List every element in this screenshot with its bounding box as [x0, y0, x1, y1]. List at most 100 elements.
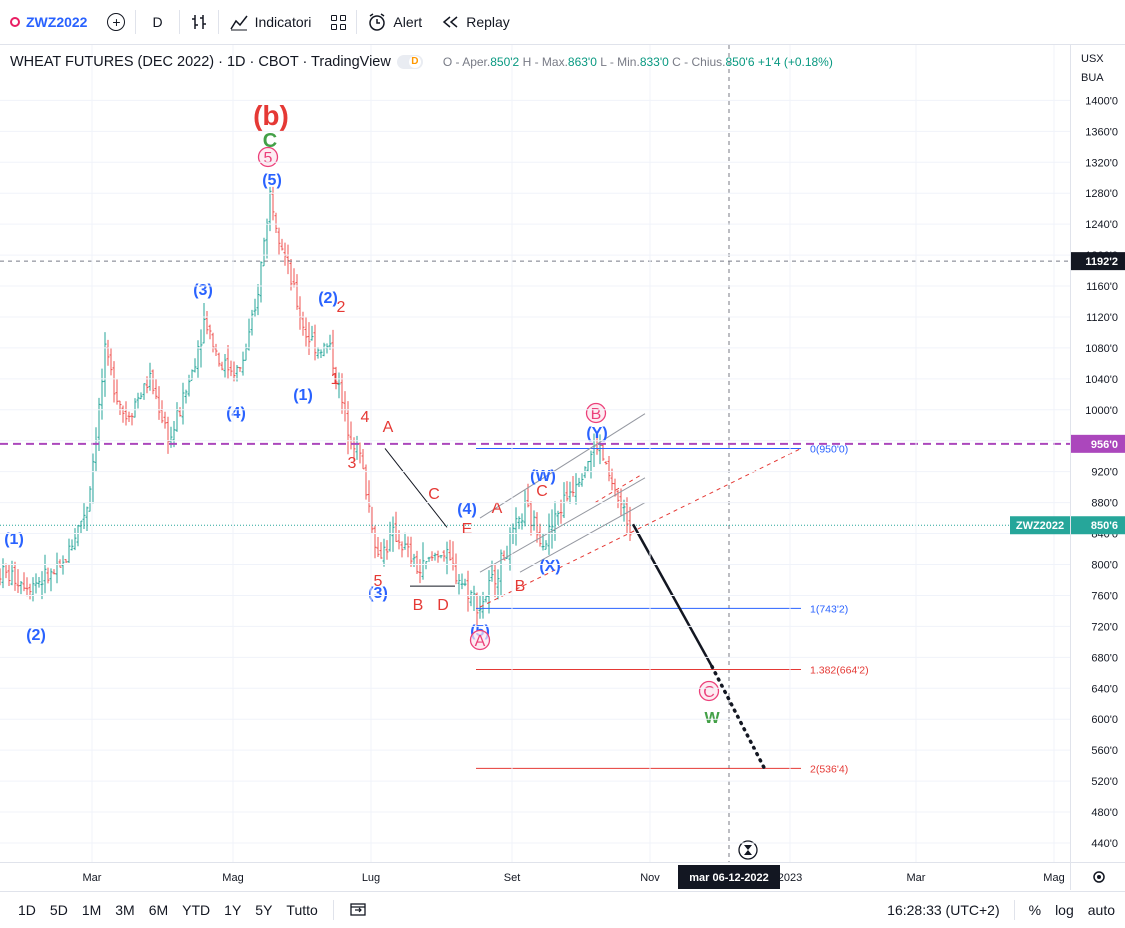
price-tick: 920'0	[1091, 467, 1118, 479]
candle	[22, 572, 26, 592]
templates-button[interactable]	[321, 0, 356, 44]
candle	[208, 324, 212, 340]
price-axis[interactable]: USXBUA1400'01360'01320'01280'01240'01200…	[1070, 45, 1125, 890]
candle	[79, 520, 83, 534]
candle	[184, 389, 188, 404]
clock-timezone[interactable]: 16:28:33 (UTC+2)	[887, 902, 1000, 918]
wave-label-text: (b)	[253, 100, 289, 131]
price-tick: 1240'0	[1085, 219, 1118, 231]
candle	[250, 309, 254, 336]
candle	[439, 555, 443, 559]
range-button-1d[interactable]: 1D	[18, 902, 36, 918]
range-button-6m[interactable]: 6M	[148, 902, 169, 918]
candle	[34, 573, 38, 594]
candle	[160, 400, 164, 424]
candle	[136, 392, 140, 409]
fib-level-label: 0(950'0)	[810, 443, 848, 455]
goto-date-button[interactable]	[342, 901, 374, 920]
candle	[31, 577, 35, 602]
candle	[286, 244, 290, 275]
low-label: L - Min.	[600, 55, 640, 69]
chart-title: WHEAT FUTURES (DEC 2022) · 1D · CBOT · T…	[10, 54, 391, 70]
price-tick: 720'0	[1091, 621, 1118, 633]
candle	[307, 322, 311, 356]
candle	[400, 541, 404, 558]
candle	[457, 573, 461, 595]
candle	[397, 530, 401, 550]
candle	[211, 332, 215, 353]
percent-scale-toggle[interactable]: %	[1028, 902, 1042, 918]
candle	[172, 420, 176, 448]
candle	[547, 513, 551, 555]
candle	[499, 549, 503, 596]
data-source-toggle[interactable]: D	[396, 55, 423, 69]
compare-button[interactable]: +	[97, 0, 135, 44]
fib-level-label: 1.382(664'2)	[810, 665, 869, 677]
alert-button[interactable]: Alert	[357, 0, 432, 44]
time-axis[interactable]: Mar Mag Lug Set Nov 2023 Mar Mag mar 06-12-2022	[0, 862, 1125, 891]
wave-label-text: 5	[374, 573, 383, 590]
wave-label: (5)	[262, 172, 282, 189]
candle	[178, 407, 182, 417]
candle	[154, 378, 158, 400]
candle	[205, 310, 209, 335]
red-dashed-trend	[479, 448, 802, 608]
toolbar-divider	[135, 10, 137, 34]
candle	[127, 411, 131, 423]
candle	[484, 595, 488, 603]
candle	[622, 499, 626, 522]
toolbar-divider	[178, 10, 180, 34]
date-range-buttons: 1D 5D 1M 3M 6M YTD 1Y 5Y Tutto	[11, 902, 325, 918]
wave-label-text: B	[515, 578, 526, 595]
candle	[181, 382, 185, 425]
candle	[163, 411, 167, 429]
price-tick: 880'0	[1091, 498, 1118, 510]
wave-label: 2	[337, 299, 346, 316]
candle	[61, 555, 65, 575]
candle	[1, 558, 5, 589]
time-axis-scale: Mar Mag Lug Set Nov 2023 Mar Mag mar 06-12-2022	[83, 865, 1105, 889]
channel-upper	[479, 413, 646, 519]
calendar-goto-icon	[350, 902, 366, 916]
log-scale-toggle[interactable]: log	[1055, 902, 1074, 918]
chart-pane[interactable]: 0(950'0) 1(743'2) 1.382(664'2) 2(536'4) (b)…	[0, 45, 1070, 862]
chart-style-button[interactable]	[180, 0, 218, 44]
auto-scale-toggle[interactable]: auto	[1087, 902, 1115, 918]
time-tick: 2023	[778, 872, 802, 884]
candle	[319, 349, 323, 359]
range-button-3m[interactable]: 3M	[115, 902, 135, 918]
candle	[625, 497, 629, 534]
wave-label-text: W	[704, 710, 720, 727]
candle	[193, 358, 197, 373]
candle	[433, 552, 437, 561]
range-button-tutto[interactable]: Tutto	[286, 902, 318, 918]
candle	[448, 539, 452, 561]
symbol-search-button[interactable]: ZWZ2022	[0, 0, 97, 44]
templates-grid-icon	[331, 14, 347, 30]
replay-hourglass-icon	[738, 840, 758, 860]
candle	[7, 564, 11, 587]
price-tick: 760'0	[1091, 590, 1118, 602]
range-button-5d[interactable]: 5D	[49, 902, 68, 918]
range-button-5y[interactable]: 5Y	[255, 902, 273, 918]
price-tick: 1320'0	[1085, 157, 1118, 169]
range-button-ytd[interactable]: YTD	[182, 902, 211, 918]
candle	[421, 542, 425, 580]
wave-label: C	[536, 483, 548, 500]
candle	[265, 218, 269, 259]
candle	[571, 476, 575, 497]
range-button-1y[interactable]: 1Y	[224, 902, 242, 918]
range-button-1m[interactable]: 1M	[81, 902, 102, 918]
replay-button[interactable]: Replay	[432, 0, 520, 44]
interval-label: D	[152, 14, 163, 30]
candle	[82, 502, 86, 530]
indicators-button[interactable]: Indicatori	[219, 0, 322, 44]
wave-labels-group: (b)C5(5)(3)(4)(2)21(1)435(3)ABCDE(4)(5)A…	[4, 100, 720, 727]
candle	[553, 501, 557, 541]
candle	[463, 578, 467, 587]
wave-label: B	[413, 597, 424, 614]
interval-button[interactable]: D	[136, 0, 178, 44]
time-tick: Mar	[83, 872, 102, 884]
crosshair-date-label: mar 06-12-2022	[689, 872, 769, 884]
candle	[442, 550, 446, 562]
